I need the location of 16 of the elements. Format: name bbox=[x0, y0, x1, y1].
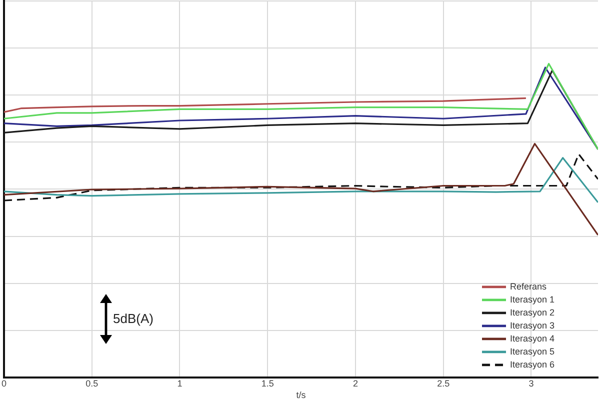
legend-label: Iterasyon 4 bbox=[510, 333, 555, 344]
x-tick-label: 3 bbox=[528, 378, 534, 388]
legend-label: Iterasyon 1 bbox=[510, 294, 555, 304]
legend-label: Referans bbox=[510, 281, 548, 292]
legend-label: Iterasyon 2 bbox=[510, 307, 555, 318]
legend-label: Iterasyon 5 bbox=[510, 346, 555, 356]
legend-label: Iterasyon 3 bbox=[510, 320, 555, 330]
x-tick-label: 0 bbox=[1, 378, 7, 388]
x-tick-label: 2.5 bbox=[437, 378, 450, 388]
annotation: 5dB(A) bbox=[113, 311, 154, 326]
legend-label: Iterasyon 6 bbox=[510, 359, 555, 370]
x-tick-label: 1.5 bbox=[261, 378, 274, 388]
x-tick-label: 2 bbox=[352, 378, 358, 388]
x-tick-label: 1 bbox=[177, 378, 182, 388]
x-axis-title: t/s bbox=[296, 390, 306, 400]
x-tick-label: 0.5 bbox=[86, 378, 98, 388]
